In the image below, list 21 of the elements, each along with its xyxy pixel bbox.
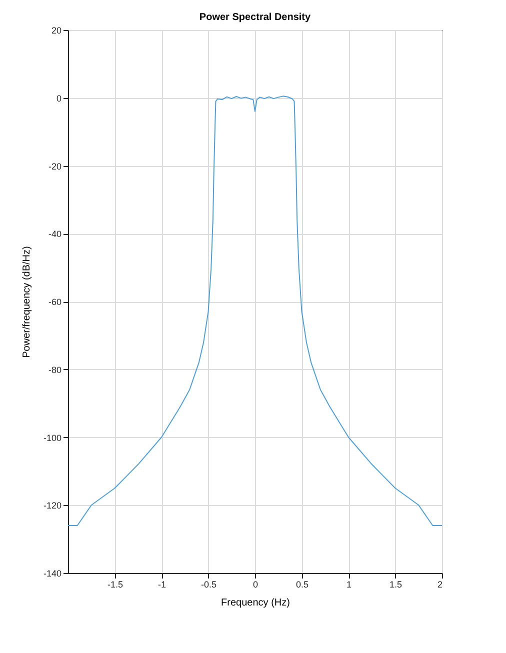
chart-title: Power Spectral Density bbox=[199, 12, 312, 23]
x-tick-label: -0.5 bbox=[200, 580, 217, 590]
x-tick-label: 1.5 bbox=[389, 580, 402, 590]
x-tick-label: 0 bbox=[252, 580, 258, 590]
y-tick-label: -140 bbox=[43, 568, 62, 578]
x-tick-label: -1.5 bbox=[107, 580, 124, 590]
y-tick-label: -40 bbox=[48, 229, 62, 240]
y-tick-label: -120 bbox=[43, 500, 62, 511]
y-axis-title: Power/frequency (dB/Hz) bbox=[21, 246, 32, 358]
x-tick-label: 2 bbox=[437, 580, 442, 590]
line-series bbox=[68, 96, 442, 526]
y-tick-label: -80 bbox=[48, 364, 62, 375]
x-tick-label: 0.5 bbox=[296, 580, 309, 590]
x-axis-title: Frequency (Hz) bbox=[221, 598, 290, 608]
y-tick-label: -100 bbox=[43, 432, 62, 443]
y-tick-label: -60 bbox=[48, 297, 62, 307]
x-tick-label: 1 bbox=[346, 580, 352, 590]
y-tick-label: 0 bbox=[56, 93, 62, 104]
x-tick-label: -1 bbox=[158, 580, 166, 590]
y-tick-label: 20 bbox=[51, 26, 62, 36]
y-tick-label: -20 bbox=[48, 161, 62, 172]
